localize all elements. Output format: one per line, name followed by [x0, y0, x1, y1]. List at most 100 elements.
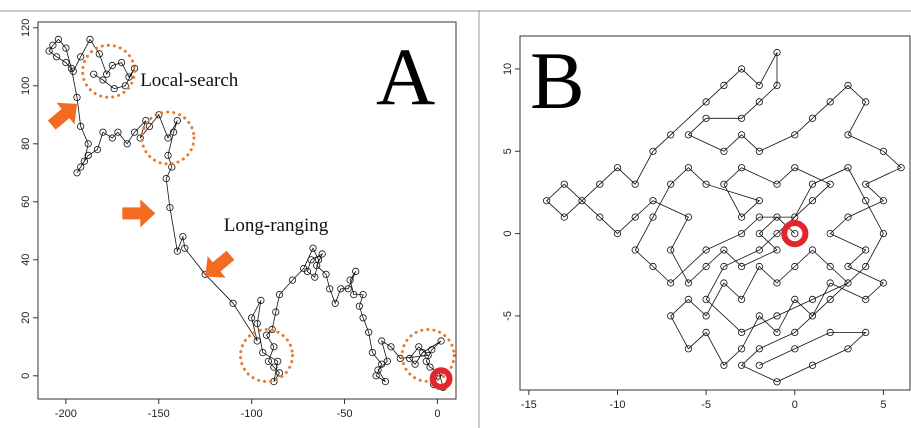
panel-a-data-point — [307, 256, 315, 264]
panel-b-data-point — [720, 180, 728, 188]
panel-b-data-point — [755, 262, 763, 271]
panel-a-y-tick-label: 0 — [20, 373, 32, 379]
panel-a-data-point — [350, 290, 358, 299]
panel-b-data-point — [791, 230, 799, 238]
panel-a-data-point — [355, 302, 363, 310]
panel-a-y-axis: 0 20 40 60 80 100 120 — [20, 19, 38, 379]
panel-a-x-tick-label: 0 — [434, 408, 440, 420]
panel-a-data-point — [262, 331, 271, 339]
panel-b-x-tick-label: 0 — [792, 399, 798, 411]
panel-a-label: A — [376, 31, 435, 122]
panel-a-cluster-circle — [239, 328, 294, 383]
panel-a-data-point — [90, 70, 98, 78]
panel-a-data-point — [166, 204, 174, 212]
panel-b-data-point — [720, 147, 728, 155]
long-ranging-annotation: Long-ranging — [224, 215, 329, 236]
panel-a-y-tick-label: 20 — [20, 312, 32, 324]
panel-b-data-point — [737, 131, 746, 139]
panel-b-data-point — [808, 180, 817, 188]
panel-a-data-point — [118, 58, 126, 67]
panel-b-data-point — [773, 246, 781, 254]
panel-b-data-point — [649, 197, 657, 205]
panel-b-data-point — [808, 114, 817, 122]
panel-a-data-point — [424, 351, 432, 360]
panel-b-data-point — [862, 328, 870, 336]
panel-a-data-point — [45, 47, 53, 55]
panel-a-data-point — [368, 348, 376, 357]
panel-b-data-point — [631, 246, 639, 254]
panel-b-data-point — [720, 262, 728, 271]
panel-a-arrow — [122, 199, 156, 228]
panel-b-data-point — [755, 345, 763, 353]
panel-b-data-point — [826, 230, 834, 238]
panel-a-data-point — [93, 146, 102, 154]
panel-b-data-point — [791, 164, 799, 172]
panel-a-data-point — [381, 377, 389, 386]
panel-b-data-point — [720, 361, 728, 369]
panel-a-data-point — [99, 128, 107, 136]
panel-a-data-point — [311, 273, 319, 281]
panel-a-y-tick-label: 100 — [20, 77, 32, 95]
panel-b-data-point — [755, 98, 763, 106]
panel-a-data-point — [73, 169, 81, 177]
panel-a-data-point — [73, 93, 81, 102]
panel-a-data-point — [344, 285, 352, 293]
panel-a-data-point — [77, 53, 85, 61]
panel-a-data-point — [77, 122, 85, 131]
panel-b-data-point — [862, 262, 870, 271]
panel-a-x-axis: -200 -150 -100 -50 0 — [55, 399, 440, 420]
panel-b-data-point — [773, 279, 781, 287]
panel-a-data-point — [257, 296, 265, 304]
panel-b-data-point — [613, 164, 622, 172]
panel-a-data-point — [396, 354, 404, 362]
panel-a-data-point — [164, 134, 172, 142]
panel-a-data-point — [179, 233, 187, 241]
panel-b-data-point — [737, 262, 746, 271]
panel-b-data-point — [542, 197, 551, 205]
panel-b-data-point — [649, 262, 657, 271]
panel-a-data-point — [300, 264, 308, 273]
panel-b-data-point — [879, 279, 888, 287]
panel-b-data-point — [737, 230, 746, 238]
panel-a-data-point — [275, 369, 284, 377]
panel-a-data-point — [268, 325, 276, 333]
panel-b-data-point — [791, 131, 799, 139]
panel-a-data-point — [136, 134, 144, 142]
panel-b-data-point — [560, 213, 568, 221]
panel-b-data-point — [755, 361, 763, 369]
panel-b-data-point — [667, 131, 675, 139]
panel-b-data-point — [702, 328, 710, 336]
panel-a-x-tick-label: -50 — [337, 408, 353, 420]
panel-a-y-tick-label: 60 — [20, 196, 32, 208]
panel-b-data-point — [755, 312, 763, 320]
panel-b-data-point — [773, 312, 781, 320]
panel-b-x-tick-label: -10 — [610, 399, 626, 411]
panel-b-data-point — [667, 279, 675, 287]
panel-b-data-point — [737, 361, 746, 369]
panel-b-data-point — [808, 312, 817, 320]
panel-a-x-tick-label: -150 — [148, 408, 170, 420]
panel-a-cluster-circle — [400, 328, 456, 383]
panel-a-data-point — [114, 128, 122, 136]
panel-a-data-point — [142, 117, 150, 125]
panel-b-data-point — [737, 213, 746, 221]
panel-b-overlay — [781, 220, 809, 248]
panel-b-data-point — [862, 197, 870, 205]
panel-a-y-tick-label: 80 — [20, 138, 32, 150]
panel-a-data-point — [437, 337, 445, 345]
panel-b-data-point — [826, 328, 834, 336]
panel-a-data-point — [173, 117, 181, 125]
panel-a-data-point — [378, 360, 386, 368]
panel-a-data-point — [62, 44, 70, 52]
panel-a-data-point — [49, 41, 57, 49]
panel-b-data-point — [862, 98, 870, 106]
panel-a-data-point — [264, 357, 272, 365]
panel-b-data-point — [844, 164, 852, 172]
panel-a-data-point — [322, 270, 330, 278]
panel-b-data-point — [684, 213, 693, 221]
panel-a-data-point — [145, 122, 154, 131]
panel-b-data-point — [844, 213, 852, 221]
panel-a-data-point — [162, 175, 170, 183]
panel-a-data-point — [426, 363, 434, 371]
panel-b-data-point — [808, 295, 817, 303]
